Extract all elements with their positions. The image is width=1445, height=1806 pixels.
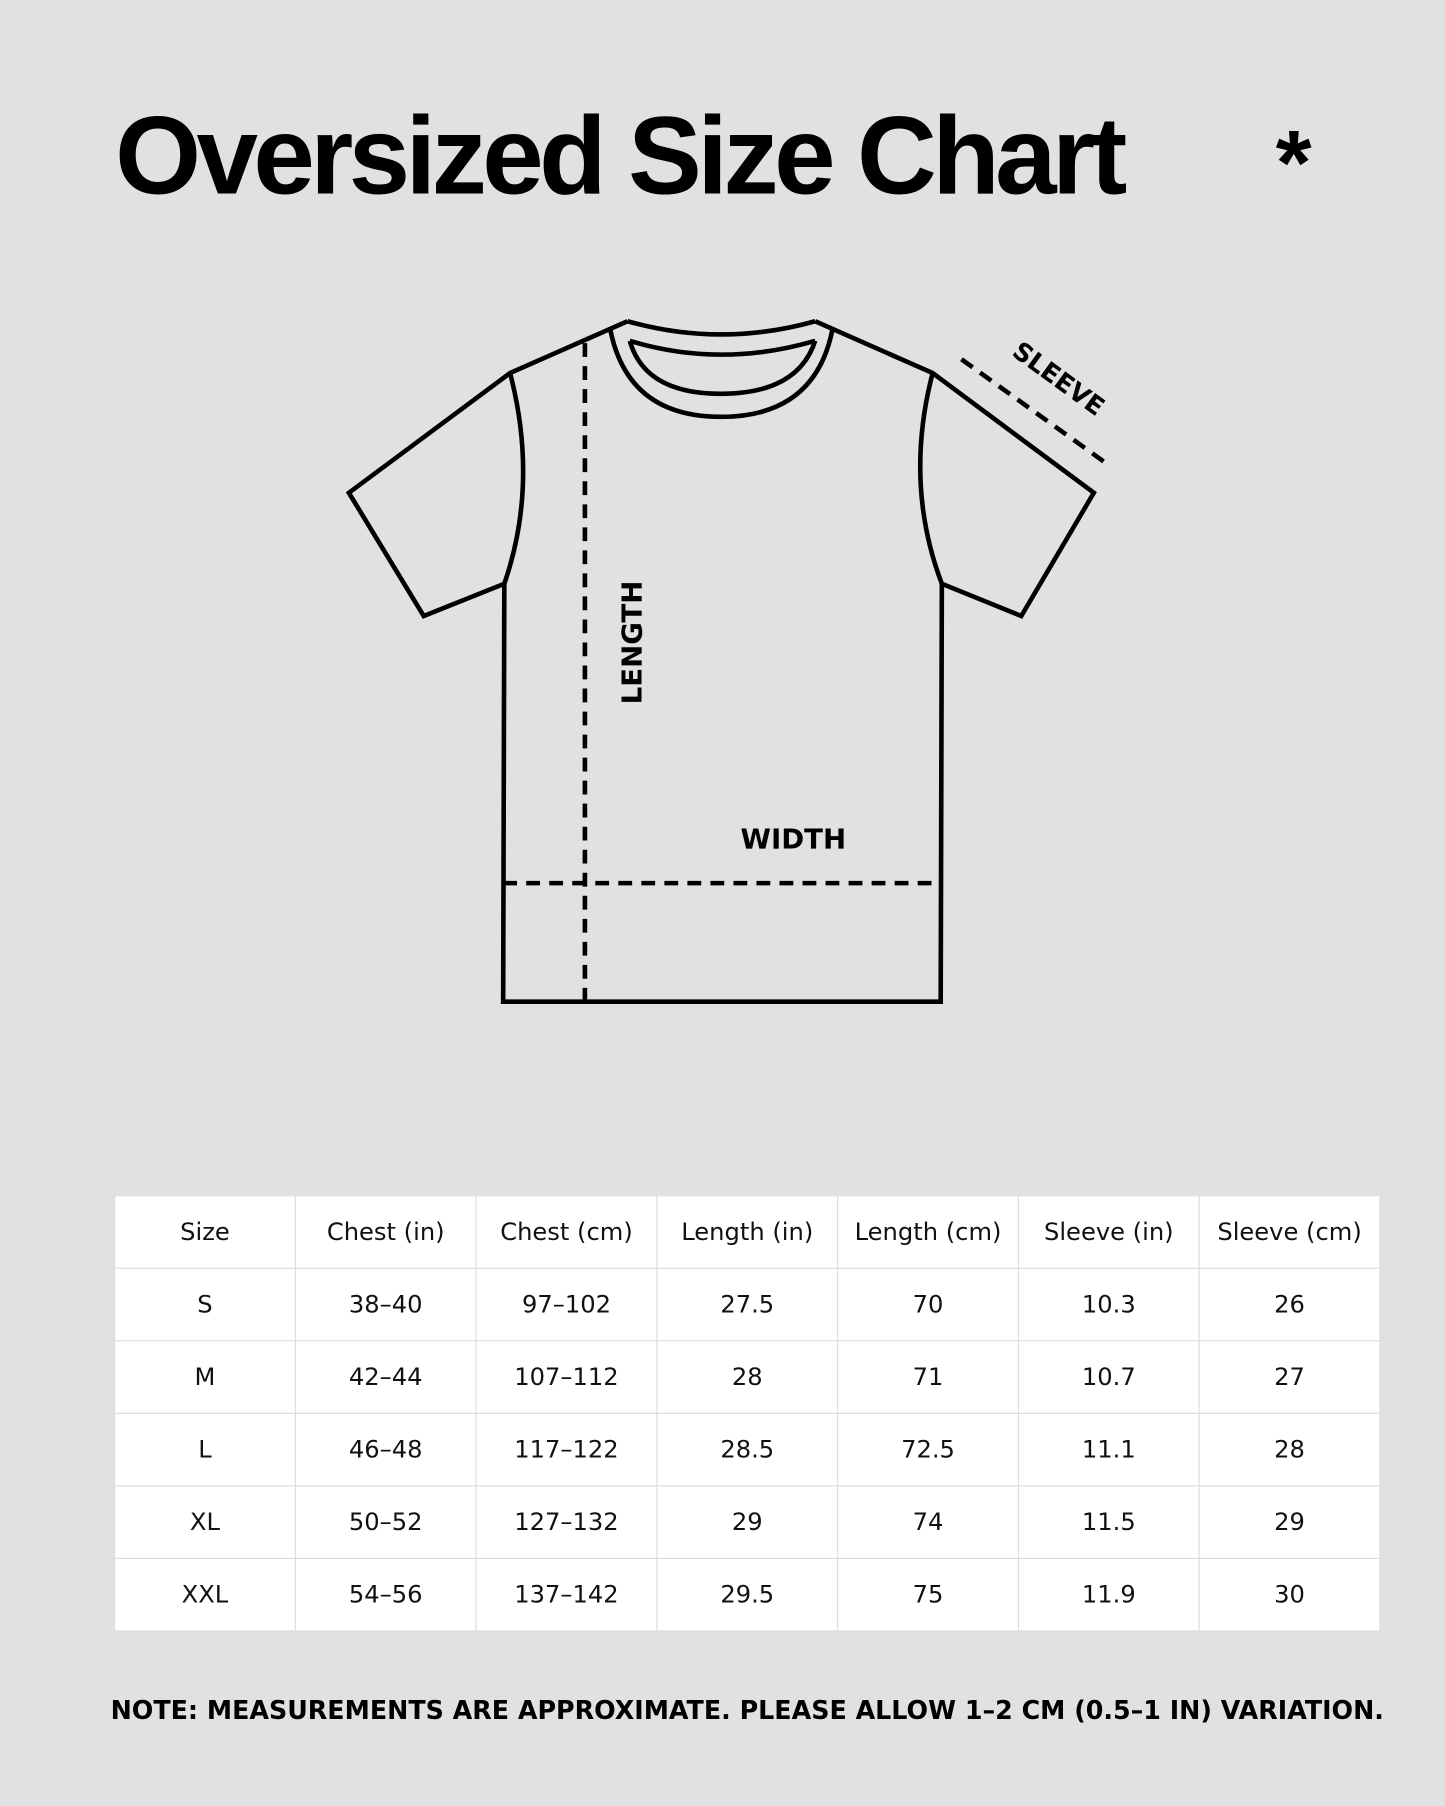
table-cell: 10.7 [1017, 1340, 1200, 1414]
table-cell: 137–142 [475, 1557, 658, 1632]
header-sleeve-in: Sleeve (in) [1017, 1195, 1200, 1269]
table-cell: 127–132 [475, 1485, 658, 1559]
table-cell: 54–56 [294, 1557, 477, 1632]
table-row: XL 50–52 127–132 29 74 11.5 29 [113, 1485, 1381, 1559]
table-row: XXL 54–56 137–142 29.5 75 11.9 30 [113, 1557, 1381, 1632]
sleeve-measure-line [960, 357, 1111, 468]
header-length-cm: Length (cm) [837, 1195, 1019, 1269]
table-cell: XL [113, 1485, 296, 1559]
table-cell: 42–44 [294, 1340, 477, 1414]
table-cell: XXL [113, 1557, 296, 1632]
table-cell: 29.5 [656, 1557, 839, 1632]
table-cell: 28.5 [656, 1412, 839, 1487]
table-cell: 71 [837, 1340, 1019, 1414]
table-cell: S [113, 1267, 296, 1342]
header-size: Size [113, 1195, 296, 1269]
table-cell: 11.5 [1017, 1485, 1200, 1559]
table-cell: 29 [1198, 1485, 1381, 1559]
table-cell: 107–112 [475, 1340, 658, 1414]
table-cell: 97–102 [475, 1267, 658, 1342]
table-cell: 11.1 [1017, 1412, 1200, 1487]
size-table: Size Chest (in) Chest (cm) Length (in) L… [113, 1195, 1381, 1632]
table-header-row: Size Chest (in) Chest (cm) Length (in) L… [113, 1195, 1381, 1269]
table-cell: 11.9 [1017, 1557, 1200, 1632]
collar-outer [607, 328, 835, 420]
asterisk-icon: * [1275, 111, 1312, 215]
table-row: L 46–48 117–122 28.5 72.5 11.1 28 [113, 1412, 1381, 1487]
measurement-note: NOTE: MEASUREMENTS ARE APPROXIMATE. PLEA… [110, 1697, 1384, 1726]
collar-band [629, 338, 816, 357]
table-cell: 27 [1198, 1340, 1381, 1414]
sleeve-label: SLEEVE [1007, 335, 1110, 422]
table-cell: 29 [656, 1485, 839, 1559]
table-cell: 30 [1198, 1557, 1381, 1632]
table-cell: 26 [1198, 1267, 1381, 1342]
table-cell: 74 [837, 1485, 1019, 1559]
collar-top [626, 319, 816, 337]
table-row: S 38–40 97–102 27.5 70 10.3 26 [113, 1267, 1381, 1342]
collar-inner [627, 340, 818, 397]
right-armhole [917, 372, 944, 585]
table-cell: 28 [1198, 1412, 1381, 1487]
table-cell: L [113, 1412, 296, 1487]
table-cell: 38–40 [294, 1267, 477, 1342]
table-cell: 75 [837, 1557, 1019, 1632]
table-cell: 28 [656, 1340, 839, 1414]
length-label: LENGTH [615, 581, 648, 705]
table-cell: 10.3 [1017, 1267, 1200, 1342]
header-length-in: Length (in) [656, 1195, 839, 1269]
table-cell: M [113, 1340, 296, 1414]
table-cell: 27.5 [656, 1267, 839, 1342]
tshirt-diagram: LENGTH WIDTH SLEEVE [345, 319, 1111, 1005]
table-cell: 72.5 [837, 1412, 1019, 1487]
header-chest-in: Chest (in) [294, 1195, 477, 1269]
width-label: WIDTH [740, 823, 846, 856]
page-title: Oversized Size Chart [115, 94, 1127, 218]
left-armhole [502, 372, 526, 585]
table-cell: 46–48 [294, 1412, 477, 1487]
table-row: M 42–44 107–112 28 71 10.7 27 [113, 1340, 1381, 1414]
header-sleeve-cm: Sleeve (cm) [1198, 1195, 1381, 1269]
header-chest-cm: Chest (cm) [475, 1195, 658, 1269]
table-cell: 70 [837, 1267, 1019, 1342]
tshirt-outline [345, 319, 1097, 1005]
table-cell: 117–122 [475, 1412, 658, 1487]
table-cell: 50–52 [294, 1485, 477, 1559]
